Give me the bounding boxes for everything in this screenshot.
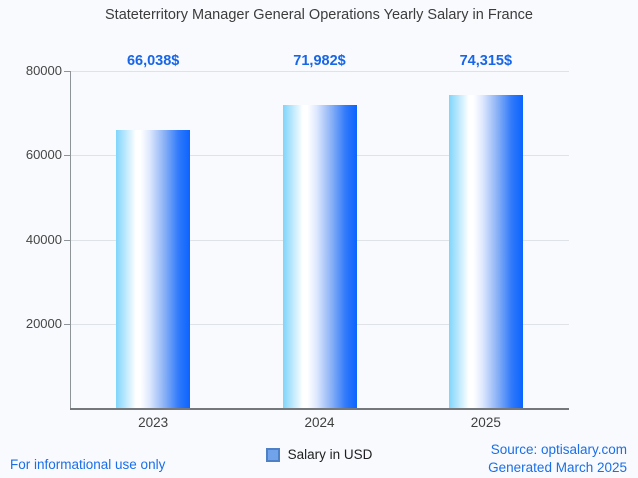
bar-2025[interactable] <box>448 94 523 408</box>
source-block: Source: optisalary.com Generated March 2… <box>488 441 627 476</box>
bar-2024[interactable] <box>282 104 357 408</box>
legend-swatch-icon <box>265 447 280 462</box>
y-tickmark <box>64 155 70 157</box>
bar-value-label: 74,315$ <box>459 53 513 69</box>
x-axis-label: 2025 <box>470 415 501 430</box>
y-axis-label: 60000 <box>25 147 62 163</box>
gridline <box>70 71 569 72</box>
x-axis-label: 2024 <box>304 415 335 430</box>
bar-value-label: 71,982$ <box>293 53 346 69</box>
y-axis <box>70 71 71 408</box>
y-axis-label: 40000 <box>25 231 62 247</box>
legend-label: Salary in USD <box>287 447 373 462</box>
bar-value-label: 66,038$ <box>126 53 180 69</box>
y-tickmark <box>64 239 70 241</box>
legend: Salary in USD <box>0 447 638 462</box>
bar-2023[interactable] <box>116 129 191 408</box>
generated-text: Generated March 2025 <box>488 459 627 475</box>
disclaimer-text: For informational use only <box>10 457 166 472</box>
chart-title: Stateterritory Manager General Operation… <box>105 7 533 23</box>
y-axis-label: 80000 <box>25 63 62 78</box>
source-text: Source: optisalary.com <box>490 442 627 457</box>
x-axis <box>70 408 569 410</box>
y-axis-label: 20000 <box>25 315 62 331</box>
x-axis-label: 2023 <box>138 415 169 430</box>
y-tickmark <box>64 71 70 72</box>
y-tickmark <box>64 323 70 325</box>
